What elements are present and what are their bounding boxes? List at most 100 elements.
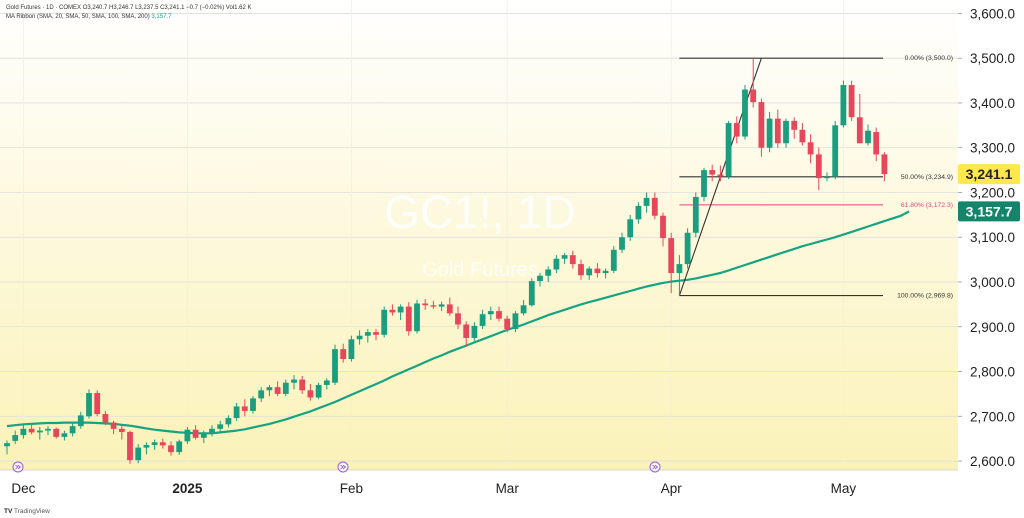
event-marker-arrows (340, 464, 347, 470)
candle-body (315, 384, 322, 398)
candle (118, 425, 125, 440)
candle-body (438, 304, 445, 307)
last-price-badge: 3,241.1 (966, 166, 1013, 182)
candle-body (168, 445, 174, 453)
candle (364, 329, 371, 343)
price-axis[interactable]: 2,600.0 2,700.0 2,800.0 2,900.0 3,000.0 3,100… (958, 0, 1024, 470)
event-marker-arrows (652, 464, 659, 470)
price-tick-label: 3,500.0 (970, 51, 1015, 66)
candle (28, 424, 35, 435)
candle (586, 266, 593, 280)
candle (733, 116, 740, 144)
candle (250, 396, 256, 414)
candle-body (742, 89, 748, 137)
candle (340, 343, 347, 363)
ma-badge-background (958, 201, 1020, 222)
time-tick-label: Mar (496, 481, 520, 496)
candle (274, 381, 281, 397)
candle (701, 167, 707, 202)
candle-body (496, 311, 502, 319)
candle-body (94, 393, 101, 415)
candle (127, 430, 133, 464)
candle-body (463, 324, 470, 338)
candle-body (881, 154, 888, 175)
candle-body (848, 85, 855, 118)
candle-body (151, 442, 158, 445)
candle (512, 311, 519, 333)
candle-body (520, 305, 527, 314)
event-marker-icon[interactable] (649, 461, 661, 473)
candle-body (389, 309, 396, 313)
candle (455, 306, 461, 329)
candle-body (873, 132, 880, 155)
candle (881, 152, 888, 182)
candle (299, 376, 306, 394)
candle (783, 118, 789, 148)
candle (619, 232, 625, 253)
candle-body (561, 255, 568, 259)
candle-body (414, 303, 420, 332)
candle (61, 430, 68, 441)
candle (323, 378, 330, 390)
candle-body (512, 313, 519, 329)
fib-level-label: 50.00% (3,234.9) (901, 174, 953, 181)
candle (184, 427, 191, 445)
time-tick-label: 2025 (172, 481, 203, 496)
candle-body (266, 387, 273, 391)
candle (709, 164, 716, 182)
candle-body (651, 197, 658, 216)
fib-level-label: 61.80% (3,172.3) (901, 202, 953, 209)
candle (594, 263, 601, 278)
candle (192, 425, 199, 440)
candle (487, 306, 494, 321)
candle (159, 438, 166, 449)
ma-ribbon (6, 210, 910, 435)
candle-body (733, 123, 740, 137)
candle (865, 124, 871, 146)
candle-body (135, 447, 142, 461)
fib-retracement[interactable]: 0.00% (3,500.0) 50.00% (3,234.9) 61.80% (3… (678, 55, 953, 300)
candle (446, 297, 453, 316)
candle (799, 123, 806, 146)
candle (209, 425, 215, 437)
candle-body (774, 118, 781, 144)
price-tick-label: 3,400.0 (970, 96, 1015, 111)
candle-body (397, 306, 404, 313)
candle-body (241, 406, 248, 411)
time-axis[interactable]: Dec 2025 Feb Mar Apr May (0, 469, 1024, 506)
candle (832, 120, 839, 180)
candle-body (553, 258, 560, 270)
candle (537, 273, 543, 287)
candle-body (159, 442, 166, 446)
tradingview-logo: TV (4, 508, 13, 515)
candle (176, 439, 183, 455)
candle-body (299, 379, 306, 391)
candle (405, 302, 412, 336)
tradingview-footer[interactable]: TV TradingView (4, 508, 50, 515)
event-marker-icon[interactable] (337, 461, 349, 473)
event-marker-icon[interactable] (12, 461, 24, 473)
event-markers[interactable] (12, 461, 661, 473)
candle (660, 212, 666, 247)
candle-body (192, 429, 199, 438)
candle-body (455, 313, 461, 325)
candle (69, 423, 76, 437)
candle-body (569, 255, 576, 265)
candle-body (225, 418, 232, 425)
price-badge-background (958, 164, 1020, 185)
candle (53, 427, 60, 439)
candle-body (668, 238, 675, 274)
candle-body (602, 270, 609, 274)
candle (742, 85, 748, 140)
candle (651, 192, 658, 220)
candle-body (676, 264, 683, 274)
candle (266, 384, 273, 397)
candle (414, 299, 420, 334)
candle (151, 439, 158, 450)
candle (233, 402, 240, 421)
price-tick-label: 2,800.0 (970, 365, 1015, 380)
candle-body (77, 415, 84, 427)
candle-body (36, 430, 43, 433)
candle-body (594, 268, 601, 274)
